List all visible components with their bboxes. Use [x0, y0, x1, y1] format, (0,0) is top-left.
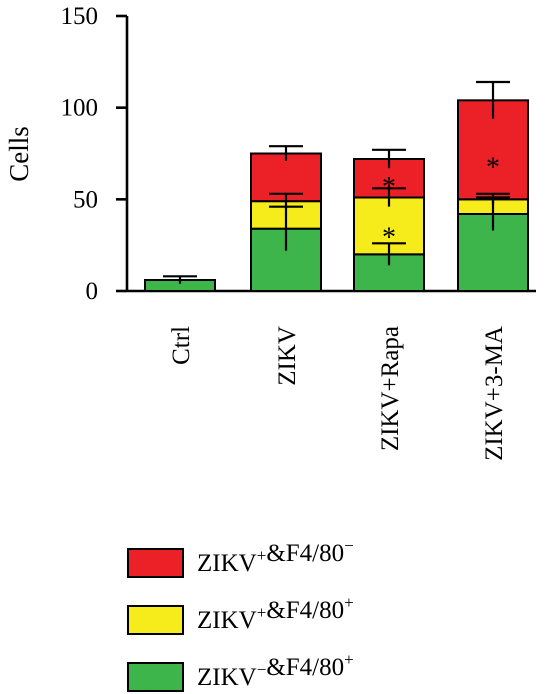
x-tick-label-3: ZIKV+3-MA: [481, 326, 508, 461]
legend-label-pos_pos: ZIKV+&F4/80+: [197, 593, 354, 634]
x-tick-label-1: ZIKV: [274, 326, 301, 386]
legend-swatch-neg_pos: [127, 662, 184, 692]
significance-marker-1: *: [382, 172, 396, 203]
bars: [144, 99, 529, 293]
y-ticks: 0 50 100 150: [61, 3, 127, 305]
y-tick-label-50: 50: [73, 186, 98, 213]
legend-swatch-pos_neg: [127, 548, 184, 578]
x-tick-label-0: Ctrl: [168, 326, 195, 365]
legend-swatch-pos_pos: [127, 605, 184, 635]
legend-label-pos_neg: ZIKV+&F4/80−: [197, 536, 354, 577]
significance-marker-2: *: [486, 153, 500, 184]
y-tick-label-150: 150: [61, 3, 99, 30]
plot-area: 0 50 100 150 * * * Ctrl ZIKV ZIKV+Rapa ZIKV+3-MA…: [4, 3, 536, 461]
error-bars: [163, 80, 510, 284]
significance-marker-0: *: [382, 222, 396, 253]
x-tick-label-2: ZIKV+Rapa: [377, 326, 404, 451]
y-axis-label: Cells: [4, 126, 34, 182]
y-tick-label-0: 0: [86, 278, 99, 305]
legend: ZIKV+&F4/80− ZIKV+&F4/80+ ZIKV−&F4/80+: [127, 536, 354, 692]
x-tick-labels: Ctrl ZIKV ZIKV+Rapa ZIKV+3-MA: [168, 326, 508, 461]
y-tick-label-100: 100: [61, 95, 99, 122]
legend-label-neg_pos: ZIKV−&F4/80+: [197, 650, 354, 691]
significance-markers: * * *: [382, 153, 500, 254]
